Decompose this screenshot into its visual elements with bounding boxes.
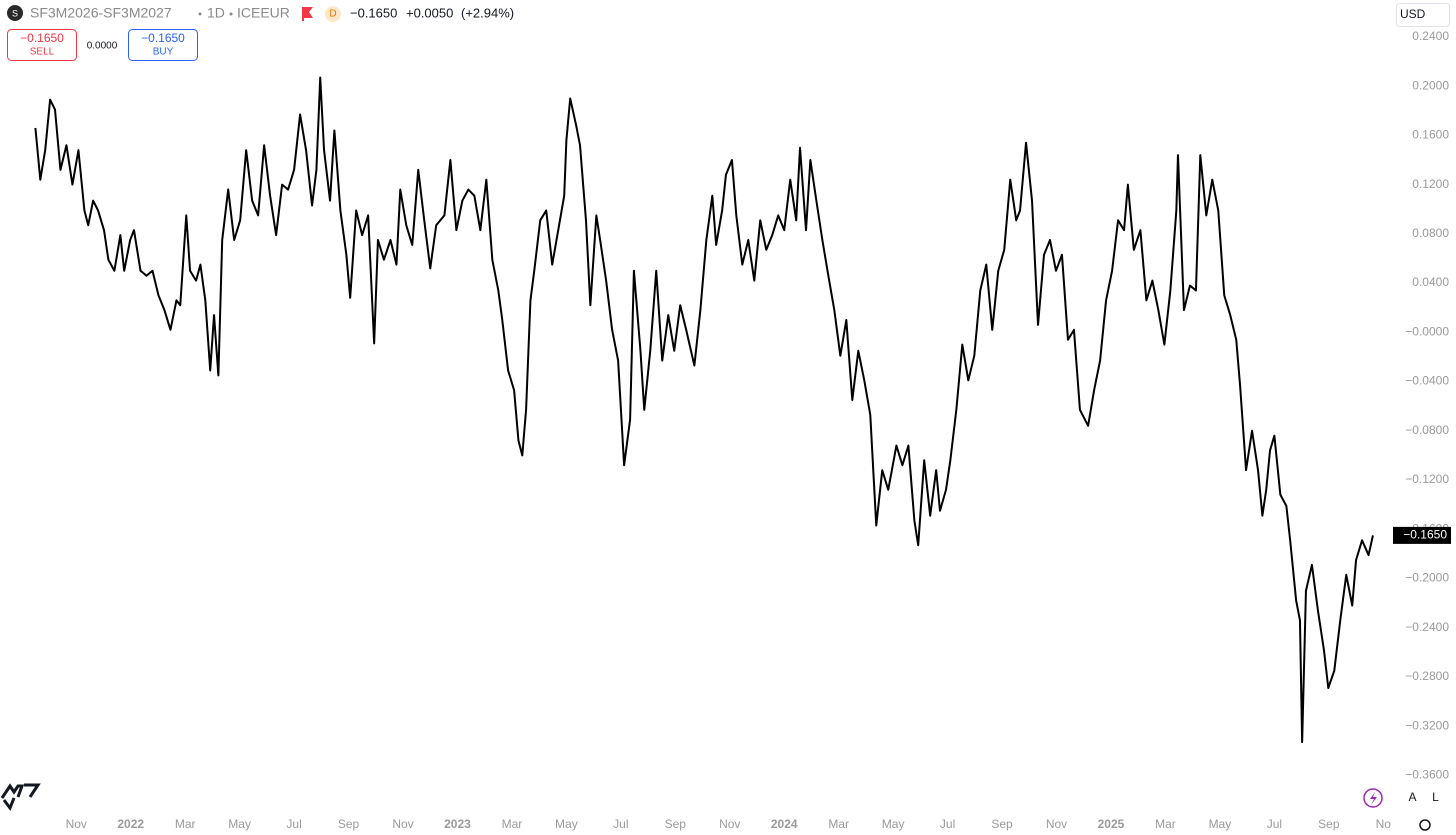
y-tick-label: −0.0800 bbox=[1405, 423, 1449, 437]
x-tick-label: Jul bbox=[1267, 817, 1282, 831]
x-tick-label: Mar bbox=[175, 817, 196, 831]
buy-button[interactable] bbox=[128, 29, 198, 61]
x-tick-label: Nov bbox=[719, 817, 740, 831]
x-tick-label: Sep bbox=[1318, 817, 1340, 831]
change-percent: (+2.94%) bbox=[461, 5, 514, 20]
symbol-icon bbox=[7, 5, 23, 21]
x-tick-label: May bbox=[882, 817, 905, 831]
x-tick-label: May bbox=[228, 817, 251, 831]
symbol-icon-letter: S bbox=[12, 8, 18, 18]
x-tick-label: Sep bbox=[665, 817, 687, 831]
currency: USD bbox=[1400, 7, 1426, 21]
y-tick-label: 0.2000 bbox=[1412, 78, 1449, 92]
logo[interactable] bbox=[0, 783, 41, 812]
y-tick-label: −0.2800 bbox=[1405, 669, 1449, 683]
y-tick-label: −0.3200 bbox=[1405, 718, 1449, 732]
trade-buttons: −0.1650 SELL 0.0000 −0.1650 BUY bbox=[7, 29, 198, 61]
x-tick-label: Jul bbox=[940, 817, 955, 831]
separator bbox=[229, 12, 233, 16]
y-tick-label: −0.3600 bbox=[1405, 768, 1449, 782]
x-tick-label: 2022 bbox=[117, 817, 144, 831]
x-tick-label: May bbox=[555, 817, 578, 831]
x-tick-label: Nov bbox=[392, 817, 413, 831]
badge-letter: D bbox=[329, 9, 336, 20]
symbol[interactable]: SF3M2026-SF3M2027 bbox=[30, 5, 172, 21]
auto-button[interactable] bbox=[1404, 787, 1421, 807]
buy-price: −0.1650 bbox=[141, 31, 185, 45]
price-axis: 0.2400 0.2000 0.1600 0.1200 0.0800 0.0400 −0.0… bbox=[1393, 29, 1451, 782]
x-tick-label: 2025 bbox=[1098, 817, 1125, 831]
x-tick-label: Mar bbox=[828, 817, 849, 831]
y-tick-label: −0.2000 bbox=[1405, 571, 1449, 585]
x-tick-label: Jul bbox=[613, 817, 628, 831]
x-tick-label: Mar bbox=[1155, 817, 1176, 831]
y-tick-label: −0.2400 bbox=[1405, 620, 1449, 634]
x-tick-label: May bbox=[1209, 817, 1232, 831]
x-tick-label: Sep bbox=[338, 817, 360, 831]
sell-button[interactable] bbox=[7, 29, 77, 61]
buy-label: BUY bbox=[153, 47, 174, 58]
y-tick-label: −0.0400 bbox=[1405, 374, 1449, 388]
y-tick-label: −0.0000 bbox=[1405, 324, 1449, 338]
x-tick-label: Mar bbox=[502, 817, 523, 831]
x-tick-label: Nov bbox=[66, 817, 87, 831]
y-tick-label: 0.0800 bbox=[1412, 226, 1449, 240]
x-tick-label: No bbox=[1376, 817, 1392, 831]
log-label: L bbox=[1432, 790, 1439, 804]
y-tick-label: 0.0400 bbox=[1412, 275, 1449, 289]
exchange: ICEEUR bbox=[237, 5, 290, 21]
x-tick-label: 2024 bbox=[771, 817, 798, 831]
y-tick-label: 0.1200 bbox=[1412, 177, 1449, 191]
price-line bbox=[34, 76, 1374, 744]
x-tick-label: 2023 bbox=[444, 817, 471, 831]
time-axis: Nov 2022 Mar May Jul Sep Nov 2023 Mar May Jul Sep No… bbox=[66, 817, 1392, 831]
x-tick-label: Jul bbox=[286, 817, 301, 831]
auto-label: A bbox=[1408, 790, 1416, 804]
flag-icon[interactable] bbox=[302, 7, 313, 21]
currency-button[interactable] bbox=[1396, 3, 1450, 27]
y-tick-label: 0.1600 bbox=[1412, 128, 1449, 142]
settings-button[interactable] bbox=[1419, 819, 1431, 831]
last-price: −0.1650 bbox=[350, 5, 397, 20]
x-tick-label: Nov bbox=[1046, 817, 1067, 831]
last-price-label: −0.1650 bbox=[1403, 528, 1447, 542]
log-button[interactable] bbox=[1427, 787, 1444, 807]
last-price-marker bbox=[1393, 526, 1451, 544]
change: +0.0050 bbox=[406, 5, 453, 20]
y-tick-label: −0.1200 bbox=[1405, 472, 1449, 486]
legend-header: S SF3M2026-SF3M2027 1D ICEEUR D −0.1650 … bbox=[7, 5, 514, 22]
separator bbox=[198, 12, 202, 16]
sell-label: SELL bbox=[30, 47, 55, 58]
y-tick-label: 0.2400 bbox=[1412, 29, 1449, 43]
interval[interactable]: 1D bbox=[207, 5, 225, 21]
plot-area bbox=[34, 76, 1374, 744]
badge bbox=[325, 6, 341, 22]
lightning-icon bbox=[1370, 792, 1377, 805]
sell-price: −0.1650 bbox=[20, 31, 64, 45]
spread: 0.0000 bbox=[87, 41, 118, 52]
x-tick-label: Sep bbox=[991, 817, 1013, 831]
